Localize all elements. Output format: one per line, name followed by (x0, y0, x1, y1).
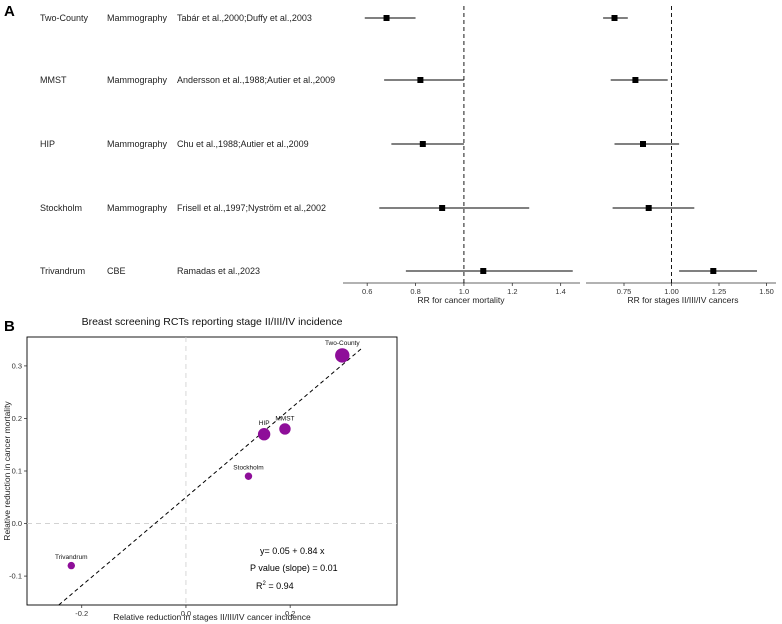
trial-name-trivandrum: Trivandrum (40, 266, 85, 276)
screening-method-two-county: Mammography (107, 13, 168, 23)
forest1-estimate-hip (419, 141, 426, 147)
forest2-tick-label: 1.00 (664, 287, 679, 296)
scatter-fit-line (58, 346, 364, 606)
screening-method-trivandrum: CBE (107, 266, 126, 276)
scatter-y-tick-label: 0.2 (12, 414, 22, 423)
forest2-x-axis-title: RR for stages II/III/IV cancers (627, 295, 738, 305)
references-mmst: Andersson et al.,1988;Autier et al.,2009 (177, 75, 335, 85)
forest1-tick-label: 1.0 (459, 287, 469, 296)
scatter-y-tick-label: 0.1 (12, 467, 22, 476)
forest1-tick-label: 1.4 (555, 287, 565, 296)
forest2-tick-label: 1.50 (759, 287, 774, 296)
forest2-estimate-hip (640, 141, 646, 147)
scatter-y-tick-label: -0.1 (9, 572, 22, 581)
fit-r2-value: = 0.94 (266, 581, 294, 591)
trial-name-stockholm: Stockholm (40, 203, 82, 213)
references-stockholm: Frisell et al.,1997;Nyström et al.,2002 (177, 203, 326, 213)
scatter-point-label-stockholm: Stockholm (233, 465, 263, 472)
scatter-y-axis-title: Relative reduction in cancer mortality (2, 401, 12, 541)
scatter-point-hip (257, 428, 271, 441)
scatter-plot: Breast screening RCTs reporting stage II… (2, 316, 398, 622)
scatter-point-label-trivandrum: Trivandrum (55, 554, 88, 561)
panel-b-label: B (4, 318, 15, 335)
forest1-tick-label: 0.8 (410, 287, 420, 296)
forest1-tick-label: 0.6 (362, 287, 372, 296)
fit-equation: y= 0.05 + 0.84 x (260, 546, 325, 556)
scatter-y-tick-label: 0.0 (12, 519, 22, 528)
scatter-point-label-two-county: Two-County (325, 340, 360, 347)
forest1-estimate-mmst (417, 77, 424, 83)
forest2-estimate-mmst (632, 77, 639, 83)
trial-name-mmst: MMST (40, 75, 67, 85)
scatter-point-label-hip: HIP (259, 420, 270, 427)
scatter-x-tick-label: 0.2 (285, 609, 295, 618)
scatter-x-tick-label: 0.0 (181, 609, 191, 618)
trial-name-hip: HIP (40, 139, 55, 149)
scatter-y-tick-label: 0.3 (12, 361, 22, 370)
scatter-point-trivandrum (67, 561, 75, 570)
fit-pvalue: P value (slope) = 0.01 (250, 563, 338, 573)
forest2-tick-label: 0.75 (617, 287, 632, 296)
trial-name-two-county: Two-County (40, 13, 89, 23)
forest1-estimate-stockholm (439, 205, 446, 211)
scatter-point-two-county (335, 348, 350, 363)
scatter-point-mmst (279, 423, 291, 435)
scatter-x-tick-label: -0.2 (75, 609, 88, 618)
screening-method-hip: Mammography (107, 139, 168, 149)
forest2-estimate-trivandrum (710, 268, 717, 274)
forest1-tick-label: 1.2 (507, 287, 517, 296)
forest1-estimate-two-county (383, 15, 390, 21)
panel-a-label: A (4, 3, 15, 20)
forest1-estimate-trivandrum (480, 268, 487, 274)
scatter-point-label-mmst: MMST (275, 415, 294, 422)
forest1-x-axis-title: RR for cancer mortality (418, 295, 506, 305)
forest-plot-stages: 0.75 1.00 1.25 1.50 RR for stages II/III/IV… (586, 6, 776, 305)
references-hip: Chu et al.,1988;Autier et al.,2009 (177, 139, 309, 149)
screening-method-stockholm: Mammography (107, 203, 168, 213)
fit-r2: R2 = 0.94 (256, 581, 294, 591)
scatter-title: Breast screening RCTs reporting stage II… (82, 316, 343, 328)
forest-table: Two-County Mammography Tabár et al.,2000;D… (40, 13, 335, 276)
forest2-estimate-stockholm (645, 205, 652, 211)
screening-method-mmst: Mammography (107, 75, 168, 85)
scatter-point-stockholm (244, 472, 253, 480)
fit-r2-sup: 2 (263, 581, 267, 587)
references-trivandrum: Ramadas et al.,2023 (177, 266, 260, 276)
fit-r2-label: R (256, 581, 263, 591)
forest2-tick-label: 1.25 (712, 287, 727, 296)
references-two-county: Tabár et al.,2000;Duffy et al.,2003 (177, 13, 312, 23)
forest-plot-mortality: 0.6 0.8 1.0 1.2 1.4 RR for cancer mortality (343, 6, 580, 305)
scatter-panel-border (26, 336, 398, 606)
forest2-estimate-two-county (611, 15, 618, 21)
scatter-x-axis-title: Relative reduction in stages II/III/IV c… (113, 612, 311, 622)
